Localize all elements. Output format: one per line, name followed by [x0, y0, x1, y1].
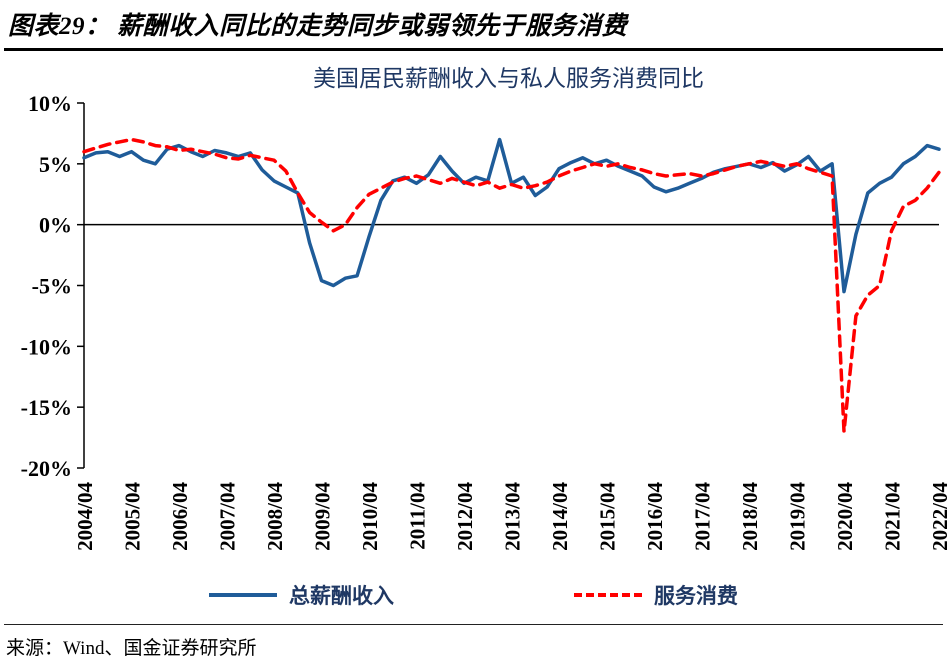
legend-label-payroll: 总薪酬收入 — [289, 584, 394, 608]
chart-legend: 总薪酬收入 服务消费 — [4, 580, 943, 610]
x-tick-label: 2016/04 — [643, 482, 667, 551]
y-tick-label: 10% — [28, 93, 72, 116]
legend-label-services: 服务消费 — [654, 584, 738, 608]
chart-area: 美国居民薪酬收入与私人服务消费同比 10% 5% 0% -5% -10% -15% -20%… — [4, 59, 947, 610]
x-tick-label: 2013/04 — [501, 482, 525, 551]
x-tick-label: 2009/04 — [311, 482, 335, 551]
x-tick-label: 2017/04 — [691, 482, 715, 551]
y-tick-label: 5% — [39, 152, 72, 177]
x-tick-label: 2005/04 — [121, 482, 145, 551]
x-tick-label: 2022/04 — [928, 482, 947, 551]
y-tick-label: -10% — [21, 334, 72, 359]
x-tick-label: 2012/04 — [453, 482, 477, 551]
header-rule — [4, 48, 943, 51]
x-tick-label: 2021/04 — [881, 482, 905, 551]
payroll-line-sample — [209, 593, 277, 597]
x-tick-label: 2018/04 — [738, 482, 762, 551]
x-tick-label: 2007/04 — [216, 482, 240, 551]
footer-rule — [4, 624, 943, 625]
legend-item-payroll: 总薪酬收入 — [209, 580, 394, 610]
y-tick-label: -5% — [32, 274, 72, 299]
x-tick-label: 2010/04 — [358, 482, 382, 551]
chart-title: 美国居民薪酬收入与私人服务消费同比 — [313, 66, 704, 91]
line-chart: 10% 5% 0% -5% -10% -15% -20%2004/04 2005/04 2006… — [21, 93, 947, 551]
figure-footer: 来源：Wind、国金证券研究所 — [4, 624, 943, 660]
payroll-series-line — [82, 137, 941, 294]
x-tick-label: 2015/04 — [596, 482, 620, 551]
services-line-sample — [574, 593, 642, 597]
y-tick-label: 0% — [39, 213, 72, 238]
x-tick-label: 2006/04 — [168, 482, 192, 551]
x-tick-label: 2020/04 — [833, 482, 857, 551]
x-tick-label: 2011/04 — [406, 482, 430, 550]
figure-title: 图表29： 薪酬收入同比的走势同步或弱领先于服务消费 — [8, 13, 628, 40]
x-tick-label: 2014/04 — [548, 482, 572, 551]
figure-header: 图表29： 薪酬收入同比的走势同步或弱领先于服务消费 — [4, 6, 943, 51]
x-tick-label: 2019/04 — [786, 482, 810, 551]
y-tick-label: -15% — [21, 395, 72, 420]
legend-item-services: 服务消费 — [574, 580, 738, 610]
y-tick-label: -20% — [21, 456, 72, 481]
x-tick-label: 2008/04 — [263, 482, 287, 551]
services-series-line — [82, 137, 941, 434]
source-note: 来源：Wind、国金证券研究所 — [6, 638, 257, 659]
x-tick-label: 2004/04 — [73, 482, 97, 551]
